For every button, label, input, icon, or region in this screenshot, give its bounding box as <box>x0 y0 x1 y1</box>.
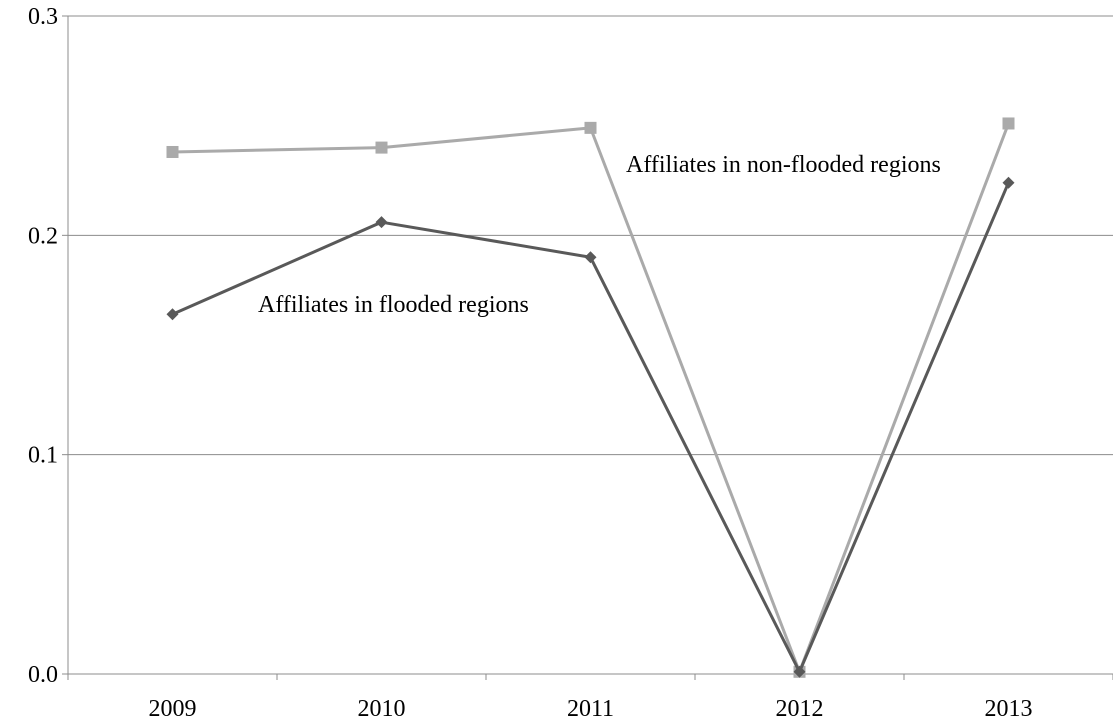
data-point <box>793 665 806 678</box>
gridlines <box>68 15 1113 456</box>
x-tick-label: 2013 <box>985 696 1033 722</box>
x-tick-label: 2010 <box>358 696 406 722</box>
data-point <box>166 145 179 158</box>
data-point <box>166 308 179 321</box>
series-line <box>172 122 1010 674</box>
tick-labels: 0.0 0.1 0.2 0.3 2009 2010 2011 2012 2013 <box>28 4 1033 722</box>
axes <box>62 15 1113 680</box>
annotation-non-flooded: Affiliates in non-flooded regions <box>626 152 941 178</box>
data-point <box>375 216 388 229</box>
y-tick-label: 0.3 <box>28 4 58 30</box>
data-point <box>584 251 597 264</box>
data-point <box>584 121 597 134</box>
series <box>166 117 1015 678</box>
y-tick-label: 0.2 <box>28 223 58 249</box>
annotations: Affiliates in non-flooded regions Affili… <box>258 152 941 318</box>
y-tick-label: 0.0 <box>28 662 58 688</box>
series-1 <box>166 176 1015 678</box>
x-tick-label: 2011 <box>567 696 614 722</box>
x-tick-label: 2012 <box>776 696 824 722</box>
y-tick-label: 0.1 <box>28 443 58 469</box>
data-point <box>375 141 388 154</box>
x-tick-label: 2009 <box>149 696 197 722</box>
series-0 <box>166 117 1015 678</box>
data-point <box>1002 117 1015 130</box>
data-point <box>1002 176 1015 189</box>
annotation-flooded: Affiliates in flooded regions <box>258 292 529 318</box>
